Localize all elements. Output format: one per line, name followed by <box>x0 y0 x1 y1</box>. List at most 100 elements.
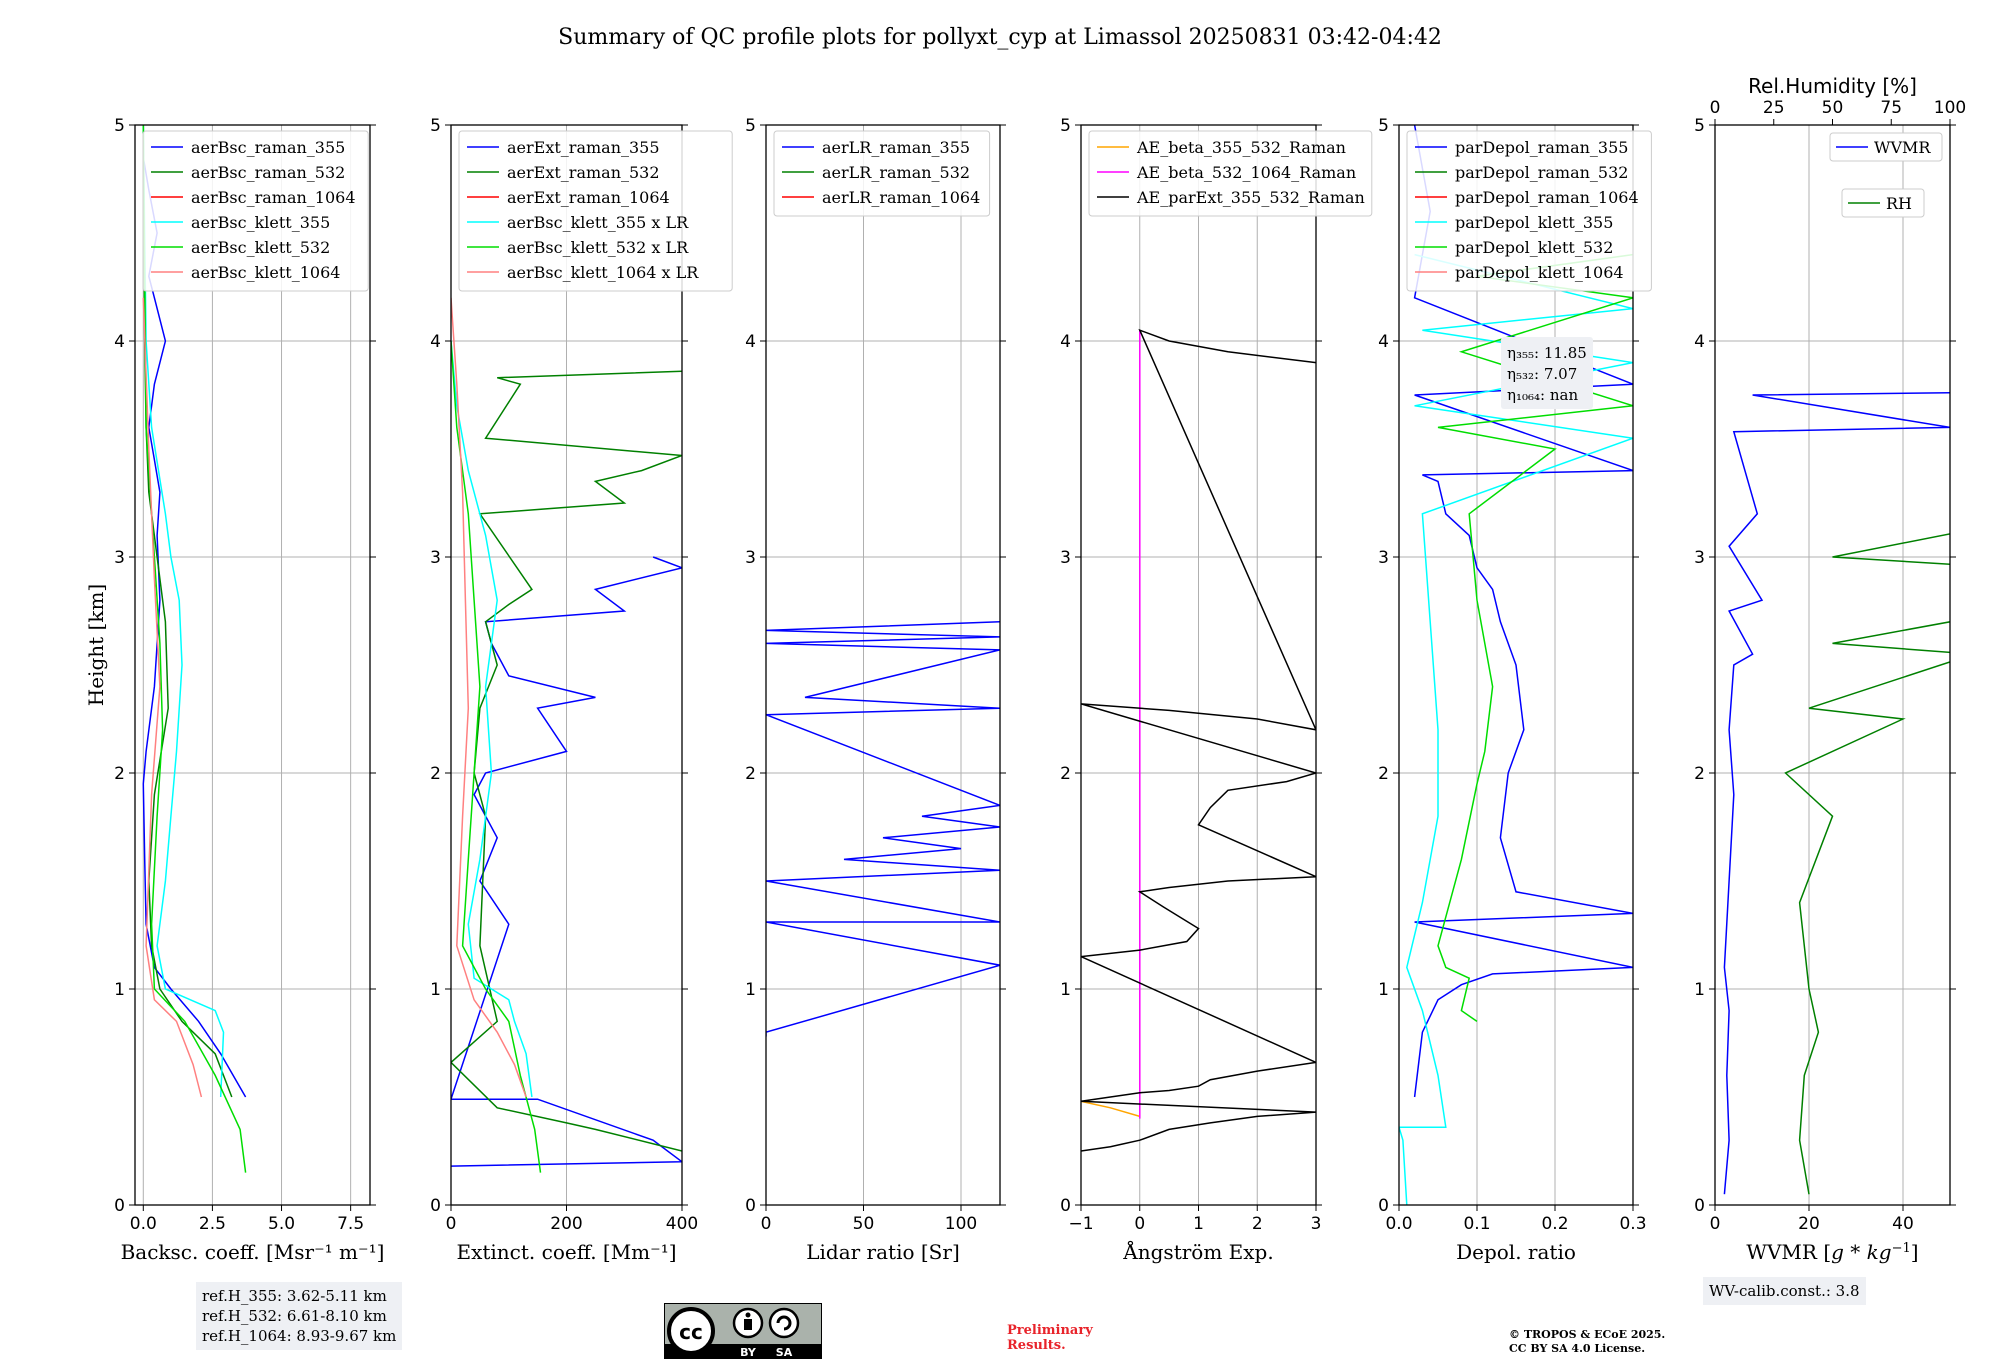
y-tick-label: 0 <box>1378 1196 1389 1216</box>
cc-icon-label: cc <box>679 1320 703 1344</box>
preliminary-line-2: Results. <box>1007 1338 1066 1353</box>
panel-ext: 0 200 400 0 1 2 3 4 5 Extinct. coeff. [Mm⁻¹] aerEx… <box>430 116 733 1264</box>
x-tick-label: 2.5 <box>199 1214 226 1234</box>
x-axis-label: Backsc. coeff. [Msr⁻¹ m⁻¹] <box>121 1240 385 1264</box>
y-tick-label: 0 <box>745 1196 756 1216</box>
series-aerlr-raman-355 <box>766 621 1000 1037</box>
legend-wvmr: WVMR <box>1829 132 1943 162</box>
axes-frame <box>134 124 371 1206</box>
y-tick-label: 1 <box>1378 980 1389 1000</box>
y-tick-label: 2 <box>114 764 125 784</box>
y-tick-label: 1 <box>430 980 441 1000</box>
legend-box <box>1829 132 1943 162</box>
x-tick-label: 0 <box>1710 1214 1721 1234</box>
x-tick-label: 0 <box>1134 1214 1145 1234</box>
copyright-notice: © TROPOS & ECoE 2025. CC BY SA 4.0 Licen… <box>1509 1328 1665 1356</box>
legend-label: RH <box>1886 194 1912 213</box>
x-tick-label: 0.2 <box>1541 1214 1568 1234</box>
x-tick-label: 0.0 <box>1385 1214 1412 1234</box>
legend-box <box>773 130 991 217</box>
series-pardepol-raman-355 <box>1413 125 1633 1098</box>
legend-box <box>1841 188 1925 218</box>
y-tick-label: 2 <box>745 764 756 784</box>
legend-label: aerLR_raman_532 <box>822 163 970 182</box>
preliminary-line-1: Preliminary <box>1007 1323 1093 1338</box>
legend: AE_beta_355_532_Raman AE_beta_532_1064_Ra… <box>1088 130 1373 217</box>
legend-label: parDepol_klett_355 <box>1455 213 1613 232</box>
wv-calibration-text: WV-calib.const.: 3.8 <box>1709 1282 1860 1300</box>
x-axis-label: Lidar ratio [Sr] <box>806 1240 960 1264</box>
y-tick-label: 3 <box>430 548 441 568</box>
series-aerext-raman-532 <box>451 370 682 1152</box>
x-tick-label: 7.5 <box>337 1214 364 1234</box>
x-tick-label: 2 <box>1252 1214 1263 1234</box>
by-label: BY <box>740 1346 757 1359</box>
y-tick-label: 0 <box>1694 1196 1705 1216</box>
legend-label: aerBsc_raman_532 <box>191 163 345 182</box>
y-tick-label: 2 <box>430 764 441 784</box>
series-aerext-raman-355 <box>451 556 682 1167</box>
legend-label: AE_parExt_355_532_Raman <box>1136 188 1365 207</box>
axes-frame <box>1398 124 1634 1206</box>
legend: aerLR_raman_355 aerLR_raman_532 aerLR_rama… <box>773 130 991 217</box>
x-tick-label: 20 <box>1798 1214 1820 1234</box>
y-tick-label: 0 <box>114 1196 125 1216</box>
ref-height-1064: ref.H_1064: 8.93-9.67 km <box>202 1327 397 1345</box>
y-tick-label: 1 <box>114 980 125 1000</box>
eta-value: η₅₃₂: 7.07 <box>1507 365 1577 383</box>
legend: parDepol_raman_355 parDepol_raman_532 parD… <box>1406 130 1652 292</box>
profile-panels: 0.0 2.5 5.0 7.5 0 1 2 3 4 5 Backsc. coeff. [Msr⁻¹ … <box>114 74 1966 1264</box>
legend-label: parDepol_raman_1064 <box>1455 188 1639 207</box>
axes-frame <box>765 124 1001 1206</box>
cc-by-sa-license-badge: cc BY SA <box>664 1303 822 1359</box>
y-tick-label: 4 <box>745 332 756 352</box>
legend-label: AE_beta_355_532_Raman <box>1136 138 1346 157</box>
legend-rh: RH <box>1841 188 1925 218</box>
legend-label: aerBsc_klett_532 <box>191 238 330 257</box>
x-tick-label: 0 <box>446 1214 457 1234</box>
x-tick-label: 0.3 <box>1619 1214 1646 1234</box>
wv-calibration-box: WV-calib.const.: 3.8 <box>1703 1277 1866 1305</box>
ref-height-355: ref.H_355: 3.62-5.11 km <box>202 1287 387 1305</box>
preliminary-notice: Preliminary Results. <box>1007 1323 1093 1353</box>
top-x-tick-label: 50 <box>1822 98 1844 118</box>
series-wvmr <box>1723 392 1950 1195</box>
x-axis-label: Extinct. coeff. [Mm⁻¹] <box>456 1240 676 1264</box>
legend-label: aerBsc_klett_532 x LR <box>507 238 689 257</box>
eta-value: η₃₅₅: 11.85 <box>1507 344 1587 362</box>
figure-title: Summary of QC profile plots for pollyxt_… <box>558 25 1442 50</box>
legend-label: WVMR <box>1874 138 1931 157</box>
legend-label: parDepol_raman_532 <box>1455 163 1628 182</box>
series-aerbsc-klett-532-x-lr <box>451 340 542 1173</box>
series-aerbsc-klett-1064-x-lr <box>451 297 527 1098</box>
legend: aerBsc_raman_355 aerBsc_raman_532 aerBsc_r… <box>142 130 369 292</box>
y-tick-label: 5 <box>745 116 756 136</box>
series-aerbsc-klett-1064 <box>142 297 203 1098</box>
y-tick-label: 5 <box>430 116 441 136</box>
y-tick-label: 4 <box>1060 332 1071 352</box>
y-tick-label: 1 <box>1060 980 1071 1000</box>
legend-label: aerBsc_klett_355 x LR <box>507 213 689 232</box>
legend-label: aerBsc_raman_355 <box>191 138 345 157</box>
x-tick-label: 3 <box>1311 1214 1322 1234</box>
series-pardepol-klett-355 <box>1399 253 1633 1205</box>
legend-label: aerExt_raman_1064 <box>507 188 670 207</box>
y-tick-label: 4 <box>1694 332 1705 352</box>
legend-label: AE_beta_532_1064_Raman <box>1136 163 1356 182</box>
x-axis-label: Depol. ratio <box>1456 1240 1576 1264</box>
x-tick-label: 40 <box>1892 1214 1914 1234</box>
x-axis-label: WVMR [g * kg−1] <box>1746 1240 1918 1264</box>
x-tick-label: 0 <box>761 1214 772 1234</box>
series-aerbsc-klett-355-x-lr <box>451 340 533 1098</box>
x-tick-label: 5.0 <box>268 1214 295 1234</box>
copyright-line-2: CC BY SA 4.0 License. <box>1509 1342 1646 1355</box>
x-axis-label-part: * <box>1844 1240 1867 1264</box>
y-tick-label: 0 <box>430 1196 441 1216</box>
legend-label: aerBsc_raman_1064 <box>191 188 356 207</box>
series-pardepol-klett-532 <box>1437 253 1633 1023</box>
y-tick-label: 4 <box>430 332 441 352</box>
legend-label: aerBsc_klett_1064 x LR <box>507 263 699 282</box>
y-tick-label: 3 <box>745 548 756 568</box>
x-axis-label: Ångström Exp. <box>1122 1239 1273 1264</box>
legend-label: aerBsc_klett_1064 <box>191 263 340 282</box>
